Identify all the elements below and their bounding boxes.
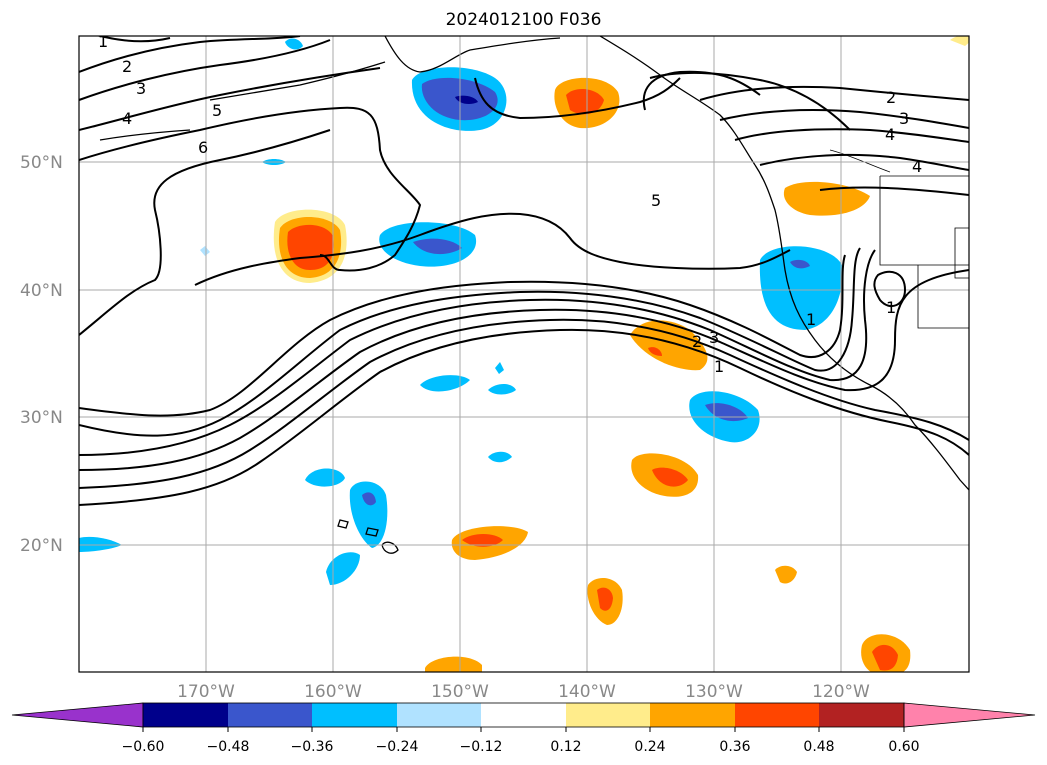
colorbar-tick-labels: −0.60 −0.48 −0.36 −0.24 −0.12 0.12 0.24 … (122, 739, 920, 755)
colorbar-ticks (142, 727, 905, 732)
contour-label: 4 (885, 125, 895, 144)
colorbar-segment (481, 703, 566, 727)
contour-label: 3 (709, 328, 719, 347)
contour-label: 3 (136, 79, 146, 98)
coastlines (99, 36, 969, 554)
longitude-labels: 170°W 160°W 150°W 140°W 130°W 120°W (177, 682, 870, 702)
map-area (79, 36, 969, 672)
lon-label-170w: 170°W (177, 682, 235, 702)
lon-label-120w: 120°W (812, 682, 870, 702)
contour-label: 4 (912, 157, 922, 176)
contour-label: 1 (806, 310, 816, 329)
colorbar-segment (819, 703, 904, 727)
lon-label-140w: 140°W (558, 682, 616, 702)
colorbar-segment (397, 703, 481, 727)
contour-label: 3 (899, 109, 909, 128)
colorbar-segment (228, 703, 312, 727)
colorbar-tick-label: 0.36 (719, 739, 750, 755)
colorbar-tick-label: −0.12 (460, 739, 503, 755)
colorbar-tick-label: 0.48 (803, 739, 834, 755)
lon-label-160w: 160°W (304, 682, 362, 702)
colorbar-right-extension (903, 702, 1036, 728)
contour-label: 4 (122, 109, 132, 128)
contour-labels: 1 2 3 4 5 6 5 4 3 2 1 2 3 1 4 1 (98, 32, 922, 376)
colorbar-tick-label: −0.24 (376, 739, 419, 755)
contour-lines (79, 36, 969, 506)
colorbar-tick-label: 0.60 (888, 739, 919, 755)
map-frame (78, 35, 970, 673)
contour-label: 1 (886, 298, 896, 317)
lat-label-20n: 20°N (20, 536, 63, 556)
contour-label: 2 (886, 88, 896, 107)
colorbar-segment (312, 703, 397, 727)
contour-label: 1 (98, 32, 108, 51)
colorbar-segment (566, 703, 650, 727)
colorbar-tick-label: 0.24 (634, 739, 665, 755)
colorbar-tick-label: −0.36 (291, 739, 334, 755)
colorbar-tick-label: −0.60 (122, 739, 165, 755)
contour-label: 5 (212, 101, 222, 120)
lat-label-30n: 30°N (20, 408, 63, 428)
colorbar-tick-label: −0.48 (207, 739, 250, 755)
colorbar-tick-label: 0.12 (550, 739, 581, 755)
colorbar-segment (650, 703, 735, 727)
lon-label-130w: 130°W (685, 682, 743, 702)
colorbar-segment (735, 703, 819, 727)
contour-label: 2 (122, 57, 132, 76)
lat-label-50n: 50°N (20, 153, 63, 173)
positive-anomaly-shading (273, 36, 969, 672)
lat-label-40n: 40°N (20, 281, 63, 301)
latitude-labels: 50°N 40°N 30°N 20°N (20, 153, 63, 556)
colorbar: −0.60 −0.48 −0.36 −0.24 −0.12 0.12 0.24 … (11, 702, 1036, 755)
map-title: 2024012100 F036 (445, 10, 602, 30)
contour-label: 2 (692, 332, 702, 351)
contour-label: 5 (651, 191, 661, 210)
lon-label-150w: 150°W (431, 682, 489, 702)
colorbar-segment (143, 703, 228, 727)
contour-label: 6 (198, 138, 208, 157)
colorbar-left-extension (11, 702, 144, 728)
contour-label: 1 (714, 357, 724, 376)
